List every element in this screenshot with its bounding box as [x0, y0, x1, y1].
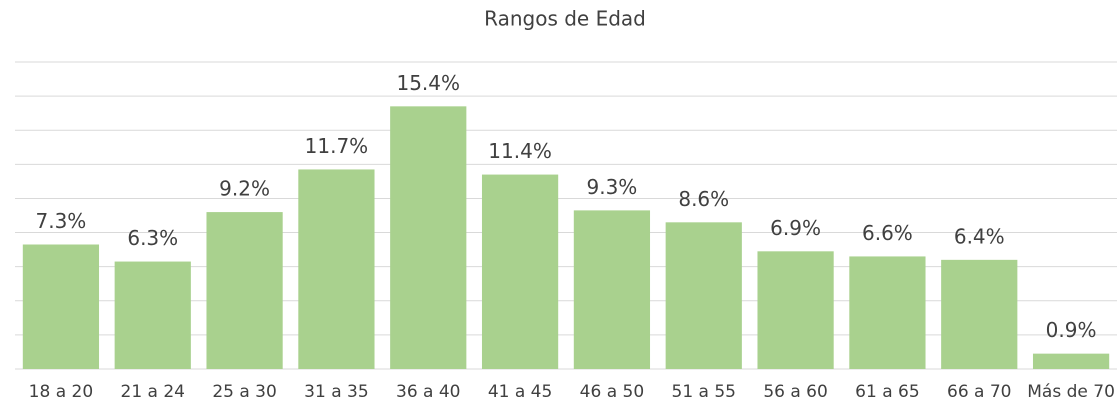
x-tick-label: 21 a 24	[121, 382, 186, 402]
bar	[1032, 353, 1110, 369]
bar	[849, 256, 926, 369]
bar	[298, 169, 375, 369]
bar	[665, 222, 742, 369]
value-label: 7.3%	[36, 209, 87, 233]
bar	[22, 244, 100, 369]
bar	[757, 251, 834, 369]
bar	[941, 259, 1018, 369]
x-tick-label: Más de 70	[1027, 382, 1115, 402]
value-label: 8.6%	[678, 187, 729, 211]
value-label: 9.2%	[219, 177, 270, 201]
x-tick-label: 31 a 35	[304, 382, 369, 402]
value-label: 6.3%	[127, 226, 178, 250]
bar	[390, 106, 467, 369]
bar	[481, 174, 559, 369]
bar	[573, 210, 651, 369]
bar	[206, 212, 283, 369]
value-label: 6.6%	[862, 221, 913, 245]
x-tick-label: 66 a 70	[947, 382, 1012, 402]
value-label: 6.9%	[770, 216, 821, 240]
x-tick-label: 46 a 50	[580, 382, 645, 402]
value-label: 0.9%	[1046, 318, 1097, 342]
bar	[114, 261, 191, 369]
x-tick-label: 61 a 65	[855, 382, 920, 402]
x-tick-label: 56 a 60	[763, 382, 828, 402]
value-label: 9.3%	[587, 175, 638, 199]
x-tick-label: 25 a 30	[212, 382, 277, 402]
x-tick-label: 18 a 20	[29, 382, 94, 402]
x-tick-label: 36 a 40	[396, 382, 461, 402]
value-label: 11.7%	[305, 134, 369, 158]
x-tick-label: 41 a 45	[488, 382, 553, 402]
value-label: 15.4%	[396, 71, 460, 95]
chart-title: Rangos de Edad	[484, 7, 646, 31]
value-label: 6.4%	[954, 224, 1005, 248]
value-label: 11.4%	[488, 139, 552, 163]
x-tick-label: 51 a 55	[672, 382, 737, 402]
